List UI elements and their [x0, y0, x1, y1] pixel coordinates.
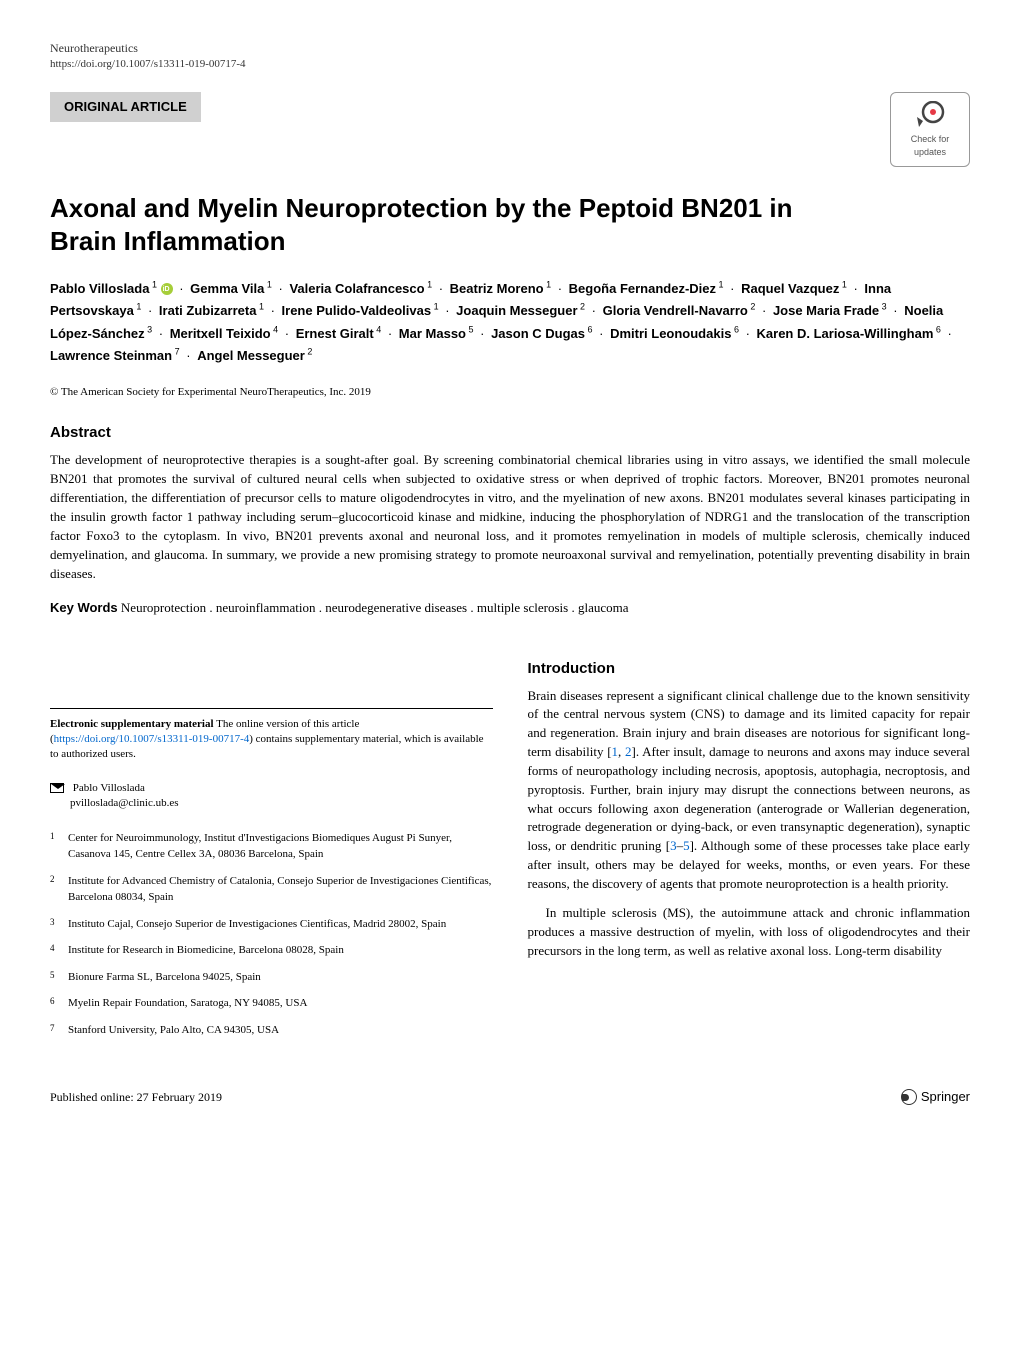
two-column-layout: Electronic supplementary material The on…: [50, 658, 970, 1048]
keywords: Key Words Neuroprotection . neuroinflamm…: [50, 599, 970, 617]
header: Neurotherapeutics https://doi.org/10.100…: [50, 40, 970, 72]
article-title: Axonal and Myelin Neuroprotection by the…: [50, 192, 800, 257]
author: Dmitri Leonoudakis 6: [610, 326, 739, 341]
introduction-heading: Introduction: [528, 658, 971, 679]
supplementary-label: Electronic supplementary material: [50, 718, 214, 730]
authors-list: Pablo Villoslada 1 · Gemma Vila 1 · Vale…: [50, 277, 970, 367]
abstract-heading: Abstract: [50, 422, 970, 443]
keywords-values: Neuroprotection . neuroinflammation . ne…: [121, 600, 629, 615]
article-type-row: ORIGINAL ARTICLE Check for updates: [50, 92, 970, 167]
doi: https://doi.org/10.1007/s13311-019-00717…: [50, 57, 246, 72]
author: Meritxell Teixido 4: [170, 326, 278, 341]
right-column: Introduction Brain diseases represent a …: [528, 658, 971, 1048]
article-type: ORIGINAL ARTICLE: [50, 92, 201, 122]
author: Joaquin Messeguer 2: [456, 303, 585, 318]
author: Jason C Dugas 6: [491, 326, 592, 341]
author: Jose Maria Frade 3: [773, 303, 887, 318]
affiliation: 5Bionure Farma SL, Barcelona 94025, Spai…: [50, 969, 493, 986]
author: Gloria Vendrell-Navarro 2: [603, 303, 756, 318]
author: Angel Messeguer 2: [197, 348, 312, 363]
affiliation: 6Myelin Repair Foundation, Saratoga, NY …: [50, 995, 493, 1012]
intro-paragraph-1: Brain diseases represent a significant c…: [528, 687, 971, 894]
supplementary-doi-link[interactable]: https://doi.org/10.1007/s13311-019-00717…: [54, 733, 250, 745]
affiliations-list: 1Center for Neuroimmunology, Institut d'…: [50, 830, 493, 1039]
affiliation: 1Center for Neuroimmunology, Institut d'…: [50, 830, 493, 863]
author: Beatriz Moreno 1: [450, 281, 551, 296]
author: Valeria Colafrancesco 1: [289, 281, 432, 296]
corresponding-author: Pablo Villoslada pvilloslada@clinic.ub.e…: [50, 781, 493, 812]
keywords-label: Key Words: [50, 600, 118, 615]
check-updates-text2: updates: [901, 146, 959, 159]
author: Ernest Giralt 4: [296, 326, 382, 341]
journal-name: Neurotherapeutics: [50, 40, 246, 57]
check-updates-text1: Check for: [901, 133, 959, 146]
author: Karen D. Lariosa-Willingham 6: [757, 326, 941, 341]
affiliation: 7Stanford University, Palo Alto, CA 9430…: [50, 1022, 493, 1039]
check-updates-icon: [901, 101, 959, 129]
author: Pablo Villoslada 1: [50, 281, 173, 296]
envelope-icon: [50, 783, 64, 793]
author: Mar Masso 5: [399, 326, 474, 341]
journal-info: Neurotherapeutics https://doi.org/10.100…: [50, 40, 246, 72]
published-date: Published online: 27 February 2019: [50, 1089, 222, 1106]
ref-link-3[interactable]: 3: [670, 838, 677, 853]
orcid-icon[interactable]: [161, 283, 173, 295]
abstract-text: The development of neuroprotective thera…: [50, 451, 970, 583]
springer-icon: [901, 1089, 917, 1105]
intro-text-1b: ]. After insult, damage to neurons and a…: [528, 744, 971, 853]
publisher: Springer: [901, 1088, 970, 1106]
author: Begoña Fernandez-Diez 1: [569, 281, 724, 296]
corresponding-email: pvilloslada@clinic.ub.es: [70, 797, 179, 809]
author: Irene Pulido-Valdeolivas 1: [282, 303, 439, 318]
affiliation: 3Instituto Cajal, Consejo Superior de In…: [50, 916, 493, 933]
supplementary-material: Electronic supplementary material The on…: [50, 708, 493, 763]
supplementary-text1: The online version of this article: [216, 718, 359, 730]
ref-link-1[interactable]: 1: [612, 744, 619, 759]
affiliation: 4Institute for Research in Biomedicine, …: [50, 942, 493, 959]
author: Raquel Vazquez 1: [741, 281, 847, 296]
publisher-name: Springer: [921, 1088, 970, 1106]
check-updates-badge[interactable]: Check for updates: [890, 92, 970, 167]
author: Irati Zubizarreta 1: [159, 303, 264, 318]
author: Gemma Vila 1: [190, 281, 272, 296]
author: Lawrence Steinman 7: [50, 348, 180, 363]
affiliation: 2Institute for Advanced Chemistry of Cat…: [50, 873, 493, 906]
corresponding-name: Pablo Villoslada: [73, 782, 145, 794]
intro-paragraph-2: In multiple sclerosis (MS), the autoimmu…: [528, 904, 971, 961]
copyright: © The American Society for Experimental …: [50, 385, 970, 400]
left-column: Electronic supplementary material The on…: [50, 658, 493, 1048]
footer: Published online: 27 February 2019 Sprin…: [50, 1088, 970, 1106]
